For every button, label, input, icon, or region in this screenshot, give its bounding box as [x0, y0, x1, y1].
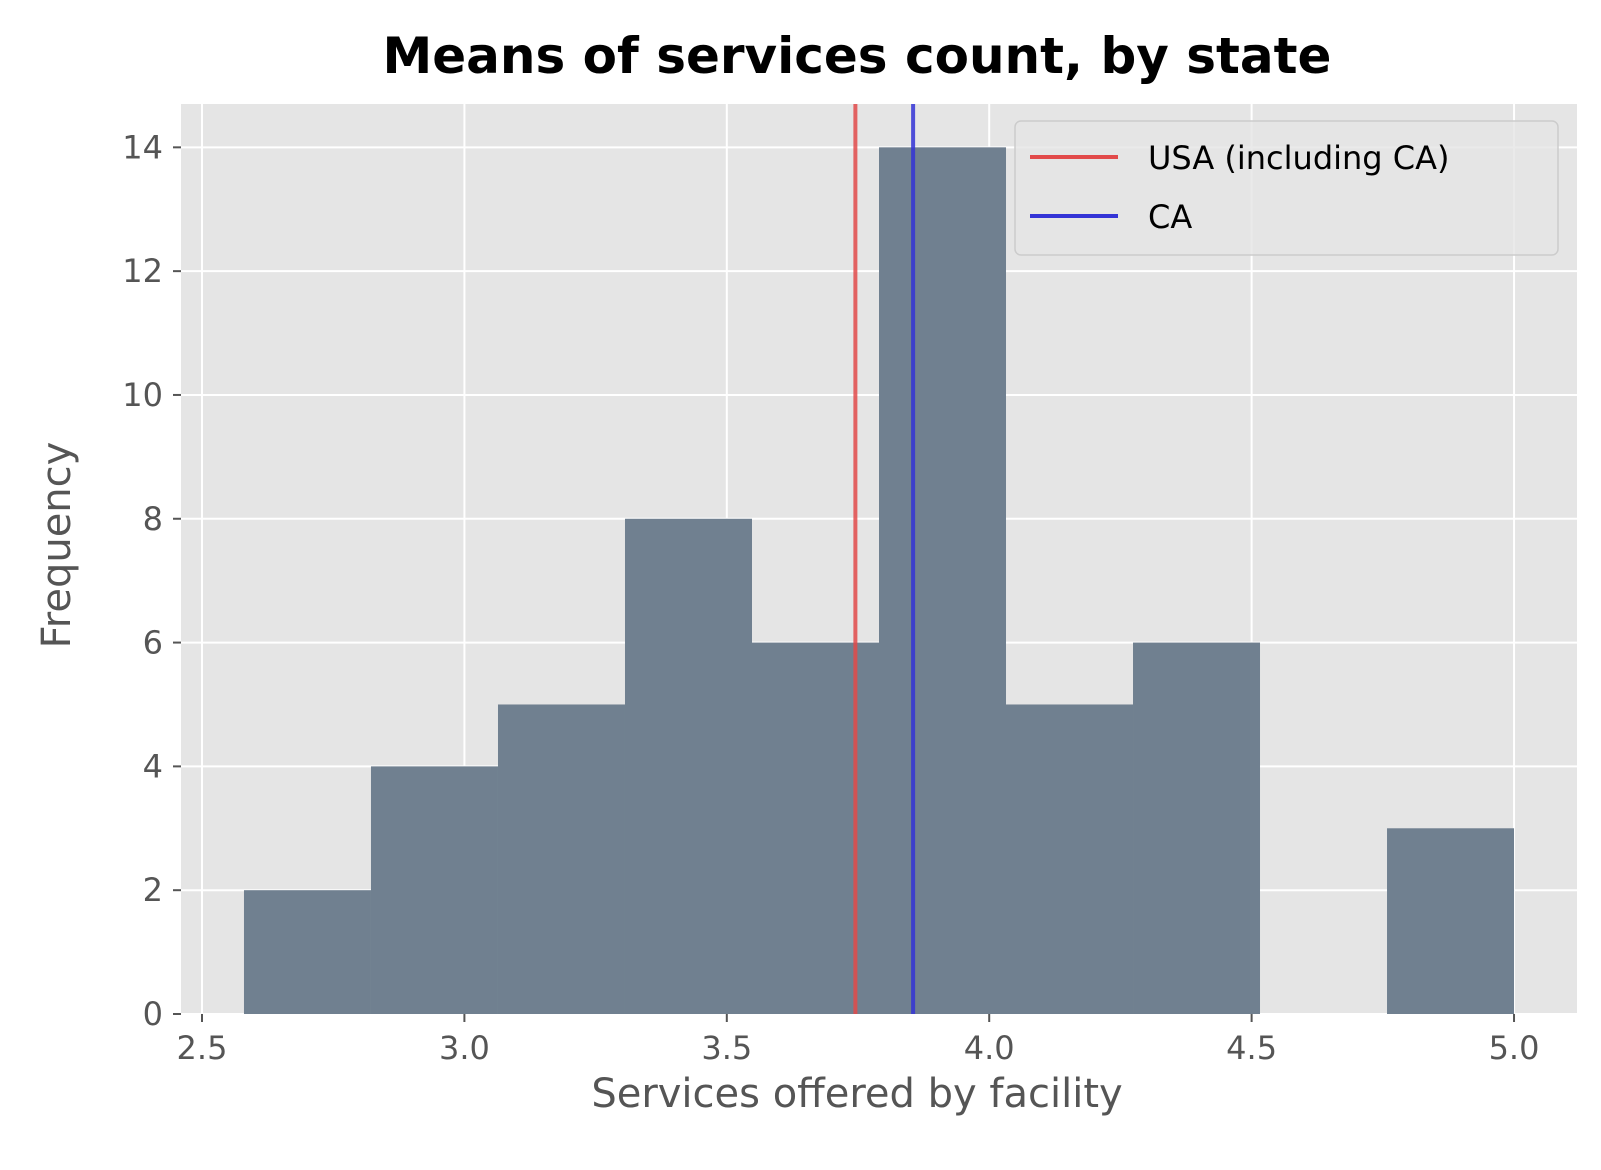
x-tick-label: 4.5 [1226, 1029, 1277, 1067]
x-tick-label: 5.0 [1489, 1029, 1540, 1067]
histogram-bar [1133, 642, 1261, 1014]
y-tick-label: 10 [122, 376, 163, 414]
y-tick-label: 2 [143, 871, 163, 909]
legend-label-usa: USA (including CA) [1148, 139, 1450, 177]
histogram-bar [1387, 828, 1515, 1014]
histogram-bars [243, 147, 1515, 1015]
x-tick-label: 3.0 [439, 1029, 490, 1067]
mean-lines [853, 104, 916, 1014]
histogram-bar [1006, 704, 1134, 1014]
y-axis-label: Frequency [34, 442, 80, 649]
x-tick-label: 3.5 [701, 1029, 752, 1067]
chart-title: Means of services count, by state [383, 27, 1332, 85]
histogram-bar [751, 642, 879, 1014]
x-tick-label: 2.5 [177, 1029, 228, 1067]
histogram-bar [624, 518, 752, 1014]
y-tick-label: 4 [143, 747, 163, 785]
legend-label-ca: CA [1148, 198, 1192, 236]
legend-box [1014, 120, 1559, 256]
y-tick-label: 6 [143, 624, 163, 662]
histogram-bar [243, 890, 371, 1014]
axis-ticks: 2.5 3.0 3.5 4.0 4.5 5.0 0 2 4 6 8 10 12 14 [122, 128, 1539, 1067]
histogram-bar [879, 147, 1007, 1015]
y-tick-label: 12 [122, 252, 163, 290]
legend: USA (including CA) CA [1014, 120, 1559, 256]
histogram-bar [497, 704, 625, 1014]
x-tick-label: 4.0 [964, 1029, 1015, 1067]
x-axis-label: Services offered by facility [591, 1071, 1122, 1117]
y-tick-label: 0 [143, 995, 163, 1033]
y-tick-label: 14 [122, 128, 163, 166]
y-tick-label: 8 [143, 500, 163, 538]
histogram-bar [370, 766, 498, 1014]
